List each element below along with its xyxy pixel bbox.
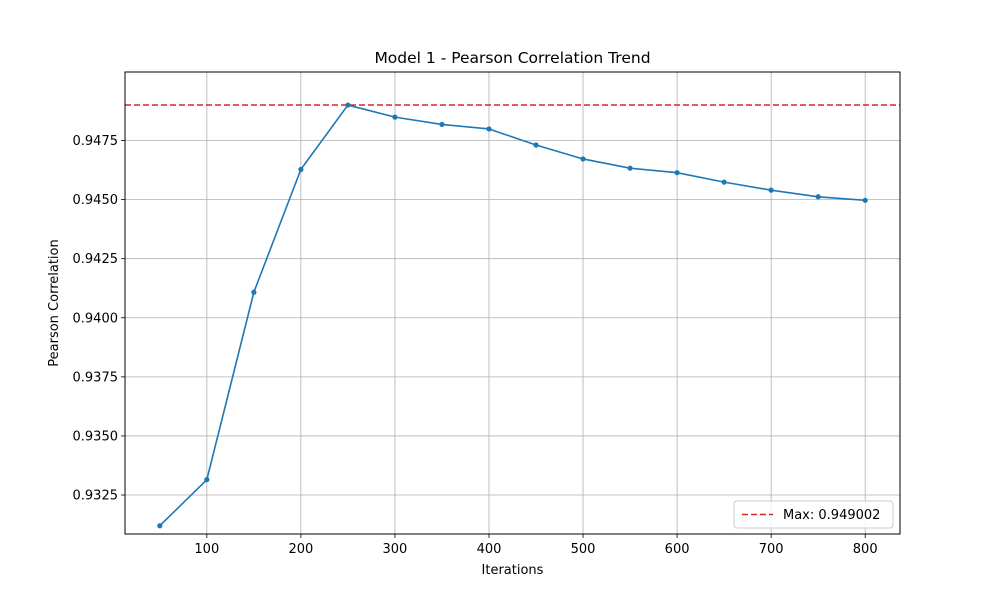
data-point — [580, 156, 586, 162]
tick-layer: 100 200 300 400 500 600 700 800 0.9325 0.9350 0.93… — [73, 134, 878, 557]
data-point — [345, 102, 351, 108]
data-point — [862, 197, 868, 203]
y-tick-label: 0.9400 — [73, 311, 119, 326]
x-tick-label: 700 — [759, 542, 784, 557]
data-point — [674, 170, 680, 176]
x-tick-label: 200 — [288, 542, 313, 557]
series-layer — [157, 102, 868, 529]
x-tick-label: 100 — [194, 542, 219, 557]
x-tick-label: 800 — [853, 542, 878, 557]
chart-title: Model 1 - Pearson Correlation Trend — [374, 49, 650, 67]
data-point — [721, 179, 727, 185]
plot-area-frame — [124, 71, 901, 535]
y-tick-label: 0.9450 — [73, 193, 119, 208]
y-tick-label: 0.9325 — [73, 489, 119, 504]
y-tick-label: 0.9350 — [73, 429, 119, 444]
legend-label-max: Max: 0.949002 — [783, 508, 880, 523]
data-point — [251, 289, 257, 295]
data-point — [157, 523, 163, 529]
grid-layer — [125, 72, 900, 534]
data-point — [439, 121, 445, 128]
data-point — [298, 166, 304, 172]
data-point — [486, 126, 492, 132]
data-point — [533, 142, 539, 148]
y-axis-title: Pearson Correlation — [47, 239, 62, 366]
y-tick-label: 0.9475 — [73, 134, 119, 149]
data-point — [392, 114, 398, 120]
series-line — [159, 104, 866, 527]
data-point — [204, 477, 210, 483]
x-tick-label: 600 — [665, 542, 690, 557]
x-axis-title: Iterations — [482, 563, 544, 578]
y-tick-label: 0.9375 — [73, 370, 119, 385]
legend-box — [733, 500, 894, 529]
legend: Max: 0.949002 — [733, 500, 894, 529]
x-tick-label: 500 — [571, 542, 596, 557]
data-point — [627, 165, 633, 171]
x-tick-label: 300 — [383, 542, 408, 557]
y-tick-label: 0.9425 — [73, 252, 119, 267]
data-point — [768, 187, 774, 193]
x-tick-label: 400 — [477, 542, 502, 557]
data-point — [815, 194, 821, 200]
